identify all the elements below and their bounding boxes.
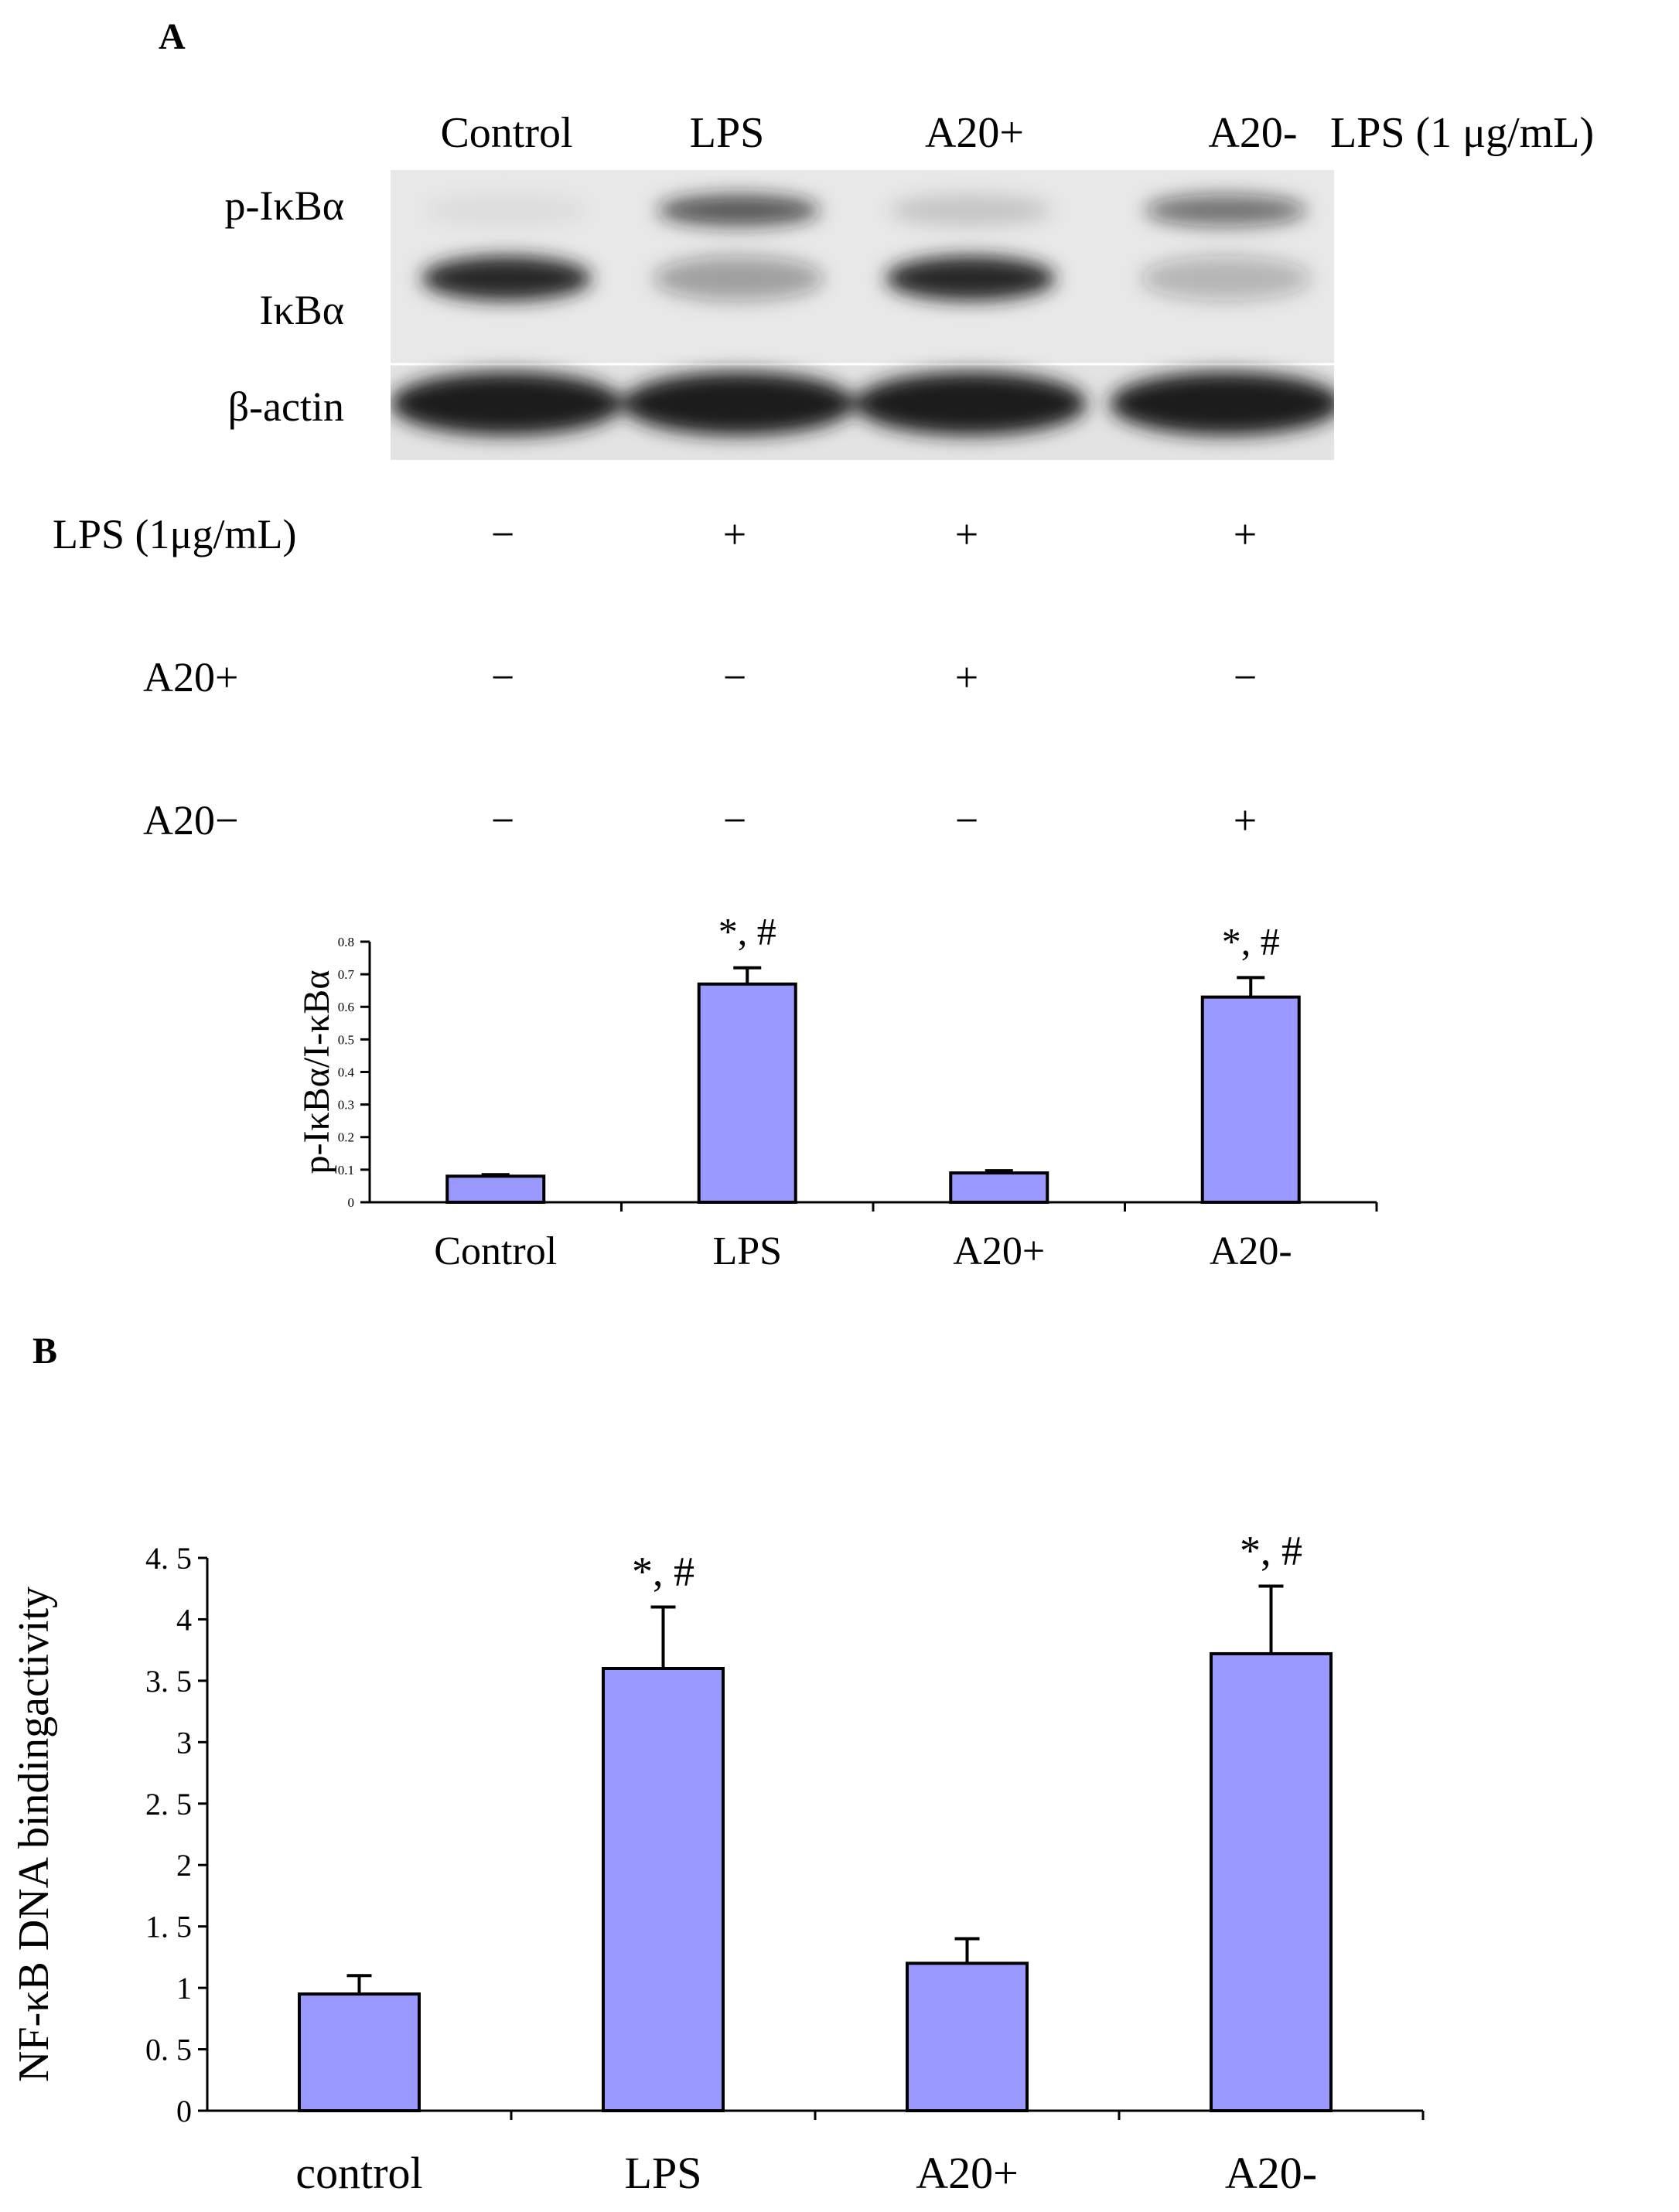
treatment-label-lps: LPS (1μg/mL) <box>53 511 297 557</box>
chart-b-ytick-label: 3 <box>176 1725 192 1760</box>
chart-b-y-axis-label: NF-κB DNA bindingactivity <box>10 1587 58 2082</box>
band-label-ikba: IκBα <box>259 287 344 333</box>
sign-lps-control: − <box>490 511 515 557</box>
chart-a-bar-1 <box>697 982 797 1204</box>
blot-band-0-3 <box>1145 194 1307 227</box>
chart-a-annotation-3: *, # <box>1222 919 1280 963</box>
panel-b-label: B <box>32 1331 58 1372</box>
chart-a-ytick-label: 0.7 <box>338 967 355 982</box>
chart-b-annotation-3: *, # <box>1240 1528 1302 1574</box>
chart-b-ytick-label: 4. 5 <box>145 1541 192 1576</box>
chart-b-bar-1 <box>602 1667 725 2112</box>
header-note: LPS (1 μg/mL) <box>1330 109 1595 157</box>
treatment-label-a20-minus: A20− <box>143 797 239 844</box>
band-label-beta-actin: β-actin <box>227 383 344 430</box>
chart-b-category-label-0: control <box>295 2148 422 2198</box>
sign-a20m-control: − <box>490 797 515 844</box>
blot-band-0-1 <box>657 194 820 227</box>
chart-b-ytick-label: 2. 5 <box>145 1787 192 1822</box>
chart-a-bar-2 <box>949 1171 1049 1205</box>
chart-b-ytick-label: 1 <box>176 1971 192 2006</box>
chart-a-ytick-label: 0.8 <box>338 935 354 949</box>
sign-a20p-a20-minus: − <box>1233 654 1258 700</box>
chart-a-category-label-2: A20+ <box>953 1229 1045 1273</box>
sign-lps-a20-minus: + <box>1233 511 1258 557</box>
chart-a-ytick-label: 0.2 <box>338 1130 354 1145</box>
band-label-p-ikba: p-IκBα <box>224 182 345 229</box>
chart-a-annotation-1: *, # <box>718 910 776 953</box>
blot-band-1-2 <box>886 256 1056 301</box>
chart-a-ytick-label: 0.4 <box>338 1065 355 1079</box>
blot-band-2-0 <box>391 372 623 435</box>
chart-b-bar-3 <box>1210 1651 1333 2112</box>
sign-lps-lps: + <box>722 511 747 557</box>
sign-a20m-a20-plus: − <box>954 797 979 844</box>
chart-b-category-label-1: LPS <box>625 2148 702 2198</box>
chart-a-ytick-label: 0.1 <box>338 1163 354 1178</box>
lane-label-a20-plus: A20+ <box>924 109 1025 157</box>
chart-a-category-label-0: Control <box>434 1229 557 1273</box>
chart-b-ytick-label: 0 <box>176 2094 192 2128</box>
lane-label-lps: LPS <box>689 109 765 157</box>
chart-b-bar-2 <box>906 1961 1029 2112</box>
treatment-label-a20-plus: A20+ <box>143 654 239 700</box>
sign-a20p-a20-plus: + <box>954 654 979 700</box>
sign-lps-a20-plus: + <box>954 511 979 557</box>
blot-band-1-0 <box>421 256 592 301</box>
sign-a20m-lps: − <box>722 797 747 844</box>
chart-b-bar-0 <box>298 1992 421 2113</box>
blot-band-0-0 <box>425 194 588 227</box>
blot-band-0-2 <box>889 194 1052 227</box>
chart-b-ytick-label: 2 <box>176 1848 192 1883</box>
blot-band-2-3 <box>1110 372 1334 435</box>
chart-a-ytick-label: 0.6 <box>338 1000 354 1014</box>
sign-a20p-control: − <box>490 654 515 700</box>
chart-b-ytick-label: 4 <box>176 1602 192 1637</box>
lane-label-control: Control <box>440 109 573 157</box>
chart-a-bar-3 <box>1200 995 1301 1205</box>
chart-a-category-label-3: A20- <box>1210 1229 1292 1273</box>
chart-a-ytick-label: 0 <box>348 1195 355 1210</box>
chart-a-bar-0 <box>445 1174 546 1205</box>
chart-b-category-label-2: A20+ <box>916 2148 1019 2198</box>
chart-b-annotation-1: *, # <box>632 1549 694 1595</box>
chart-a-ytick-label: 0.3 <box>338 1098 354 1113</box>
western-blot-image <box>391 170 1334 460</box>
chart-b-ytick-label: 1. 5 <box>145 1910 192 1944</box>
sign-a20m-a20-minus: + <box>1233 797 1258 844</box>
chart-a-category-label-1: LPS <box>712 1229 782 1273</box>
blot-band-1-1 <box>654 256 824 301</box>
blot-band-1-3 <box>1141 256 1311 301</box>
chart-b-ytick-label: 0. 5 <box>145 2033 192 2067</box>
lane-label-a20-minus: A20- <box>1208 109 1298 157</box>
blot-band-2-1 <box>623 372 855 435</box>
sign-a20p-lps: − <box>722 654 747 700</box>
chart-a-y-axis-label: p-IκBα/I-κBα <box>296 970 337 1174</box>
chart-b-category-label-3: A20- <box>1225 2148 1317 2198</box>
chart-a-ytick-label: 0.5 <box>338 1032 354 1047</box>
blot-band-2-2 <box>855 372 1087 435</box>
chart-b-ytick-label: 3. 5 <box>145 1664 192 1699</box>
panel-a-label: A <box>159 16 186 57</box>
